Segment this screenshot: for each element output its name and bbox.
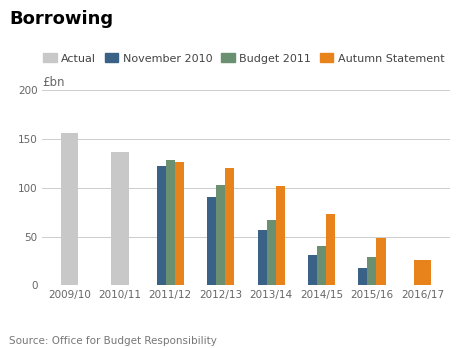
Legend: Actual, November 2010, Budget 2011, Autumn Statement: Actual, November 2010, Budget 2011, Autu… bbox=[43, 53, 443, 64]
Bar bbox=[307, 255, 316, 285]
Bar bbox=[413, 260, 430, 285]
Bar bbox=[156, 166, 165, 285]
Bar bbox=[225, 168, 234, 285]
Bar bbox=[375, 238, 385, 285]
Bar bbox=[367, 257, 375, 285]
Bar bbox=[165, 160, 175, 285]
Bar bbox=[325, 214, 334, 285]
Bar bbox=[257, 230, 266, 285]
Bar bbox=[216, 185, 225, 285]
Bar bbox=[357, 268, 367, 285]
Text: £bn: £bn bbox=[42, 76, 64, 88]
Text: Borrowing: Borrowing bbox=[9, 10, 113, 29]
Bar bbox=[266, 220, 275, 285]
Bar bbox=[316, 246, 325, 285]
Bar bbox=[275, 186, 284, 285]
Text: Source: Office for Budget Responsibility: Source: Office for Budget Responsibility bbox=[9, 336, 217, 346]
Bar bbox=[61, 133, 78, 285]
Bar bbox=[206, 197, 216, 285]
Bar bbox=[111, 152, 128, 285]
Bar bbox=[175, 161, 183, 285]
